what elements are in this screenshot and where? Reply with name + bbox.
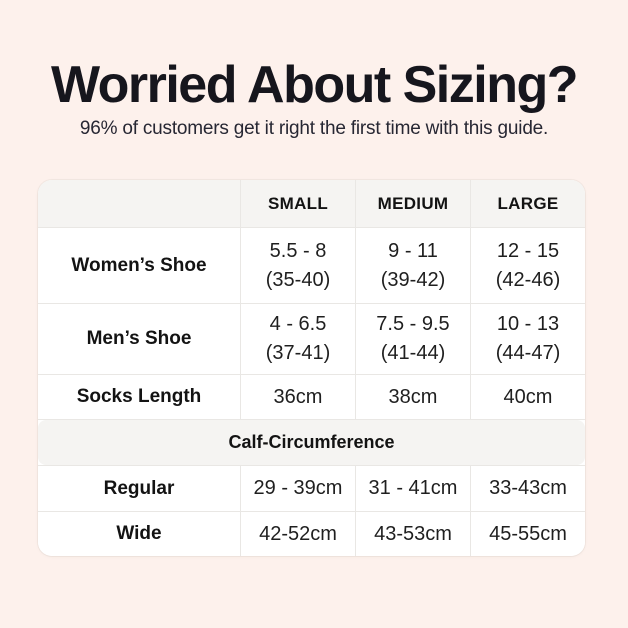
table-row-mens-shoe: Men’s Shoe 4 - 6.5 (37-41) 7.5 - 9.5 (41… — [38, 303, 585, 374]
wide-large-value: 45-55cm — [470, 512, 585, 556]
socks-length-small-value: 36cm — [240, 375, 355, 419]
column-header-medium: MEDIUM — [355, 180, 470, 227]
womens-shoe-large-value: 12 - 15 (42-46) — [470, 228, 585, 303]
regular-small-value: 29 - 39cm — [240, 466, 355, 511]
mens-shoe-small-value: 4 - 6.5 (37-41) — [240, 304, 355, 374]
socks-length-medium-value: 38cm — [355, 375, 470, 419]
row-label-wide: Wide — [116, 523, 162, 544]
section-header-calf-circumference: Calf-Circumference — [38, 420, 585, 465]
womens-shoe-medium-value: 9 - 11 (39-42) — [355, 228, 470, 303]
table-row-regular: Regular 29 - 39cm 31 - 41cm 33-43cm — [38, 465, 585, 511]
row-label-mens-shoe: Men’s Shoe — [86, 328, 192, 349]
table-header-row: SMALL MEDIUM LARGE — [38, 180, 585, 227]
wide-medium-value: 43-53cm — [355, 512, 470, 556]
regular-medium-value: 31 - 41cm — [355, 466, 470, 511]
wide-small-value: 42-52cm — [240, 512, 355, 556]
mens-shoe-medium-value: 7.5 - 9.5 (41-44) — [355, 304, 470, 374]
page-subtitle: 96% of customers get it right the first … — [79, 118, 549, 139]
table-section-row: Calf-Circumference — [38, 419, 585, 465]
socks-length-large-value: 40cm — [470, 375, 585, 419]
womens-shoe-small-value: 5.5 - 8 (35-40) — [240, 228, 355, 303]
size-table: SMALL MEDIUM LARGE Women’s Shoe 5.5 - 8 … — [38, 180, 585, 556]
mens-shoe-large-value: 10 - 13 (44-47) — [470, 304, 585, 374]
table-row-wide: Wide 42-52cm 43-53cm 45-55cm — [38, 511, 585, 556]
row-label-socks-length: Socks Length — [76, 386, 202, 407]
row-label-womens-shoe: Women’s Shoe — [71, 254, 207, 276]
table-row-womens-shoe: Women’s Shoe 5.5 - 8 (35-40) 9 - 11 (39-… — [38, 227, 585, 303]
corner-cell — [38, 180, 240, 227]
table-row-socks-length: Socks Length 36cm 38cm 40cm — [38, 374, 585, 419]
regular-large-value: 33-43cm — [470, 466, 585, 511]
page-title: Worried About Sizing? — [50, 56, 579, 114]
column-header-small: SMALL — [240, 180, 355, 227]
column-header-large: LARGE — [470, 180, 585, 227]
row-label-regular: Regular — [103, 477, 175, 499]
